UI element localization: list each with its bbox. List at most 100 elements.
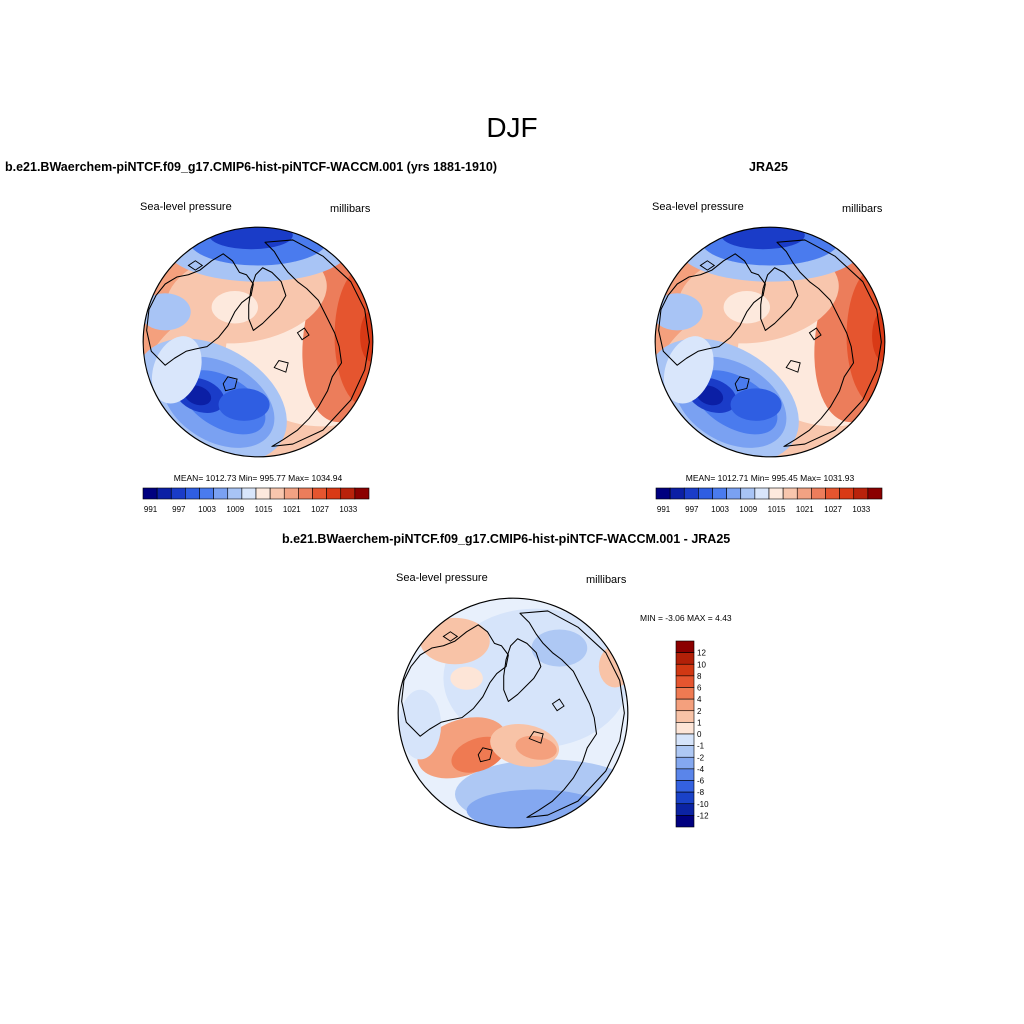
island-coastline: [808, 327, 822, 341]
coastline: [776, 239, 882, 447]
diff-colorbar-tick-label: 12: [697, 649, 706, 658]
obs-field-label: Sea-level pressure: [652, 201, 744, 213]
model-colorbar-swatch: [170, 487, 186, 500]
obs-colorbar-tick-label: 991: [657, 505, 671, 514]
model-colorbar-swatch: [213, 487, 229, 500]
diff-colorbar-swatch: [675, 768, 695, 781]
model-colorbar-swatch: [227, 487, 243, 500]
map-boundary-circle: [142, 226, 374, 458]
model-colorbar-swatch: [185, 487, 200, 500]
model-panel-title: b.e21.BWaerchem-piNTCF.f09_g17.CMIP6-his…: [5, 160, 498, 174]
diff-colorbar-tick-label: 10: [697, 660, 706, 669]
model-colorbar-swatch: [312, 487, 327, 500]
obs-colorbar-swatch: [740, 487, 756, 500]
pressure-contour-region: [515, 735, 557, 760]
diff-colorbar-tick-label: -4: [697, 765, 705, 774]
obs-colorbar-swatch: [698, 487, 713, 500]
diff-colorbar-swatch: [675, 710, 695, 723]
obs-colorbar-tick-label: 1009: [739, 505, 757, 514]
island-coastline: [551, 698, 565, 712]
model-colorbar-tick-label: 1003: [198, 505, 216, 514]
pressure-contour-region: [360, 310, 373, 362]
diff-colorbar-swatch: [675, 652, 695, 665]
island-coastline: [528, 731, 544, 744]
map-boundary-circle: [654, 226, 886, 458]
pressure-contour-region: [663, 336, 714, 404]
obs-colorbar-swatch: [825, 487, 840, 500]
model-colorbar-swatch: [269, 487, 285, 500]
model-colorbar-swatch: [241, 487, 257, 500]
model-colorbar-swatch: [326, 487, 342, 500]
obs-colorbar-tick-label: 1027: [824, 505, 842, 514]
pressure-contour-region: [721, 227, 805, 250]
obs-colorbar-swatch: [839, 487, 855, 500]
diff-colorbar-swatch: [675, 756, 695, 770]
coastline: [401, 624, 509, 737]
obs-colorbar-swatch: [796, 487, 812, 500]
obs-colorbar-swatch: [669, 487, 685, 500]
island-coastline: [296, 327, 310, 341]
obs-colorbar: 991 997 1003 1009 1015 1021 1027 1033: [655, 487, 883, 514]
pressure-contour-region: [531, 629, 588, 667]
diff-stats: MIN = -3.06 MAX = 4.43: [640, 613, 732, 623]
obs-colorbar-swatch: [811, 487, 826, 500]
model-colorbar-swatch: [354, 487, 370, 500]
coastline: [760, 267, 799, 331]
island-coastline: [187, 260, 204, 271]
diff-colorbar-swatch: [675, 733, 695, 746]
diff-colorbar-tick-label: -1: [697, 742, 705, 751]
diff-colorbar-tick-label: -8: [697, 788, 705, 797]
model-colorbar-tick-label: 1015: [255, 505, 273, 514]
obs-colorbar-swatch: [782, 487, 798, 500]
island-coastline: [273, 360, 289, 373]
obs-panel-title: JRA25: [749, 160, 788, 174]
diff-colorbar-tick-label: 2: [697, 707, 702, 716]
obs-colorbar-tick-label: 997: [685, 505, 699, 514]
diff-colorbar-swatch: [675, 663, 695, 677]
model-colorbar-tick-label: 991: [144, 505, 158, 514]
island-coastline: [222, 376, 238, 392]
pressure-contour-region: [209, 227, 293, 250]
pressure-contour-region: [450, 666, 483, 690]
island-coastline: [785, 360, 801, 373]
diff-units-label: millibars: [586, 574, 627, 586]
obs-colorbar-swatch: [754, 487, 770, 500]
pressure-contour-region: [151, 336, 202, 404]
model-polar-map: [142, 226, 374, 458]
obs-colorbar-tick-label: 1015: [768, 505, 786, 514]
model-colorbar-tick-label: 1033: [339, 505, 357, 514]
obs-colorbar-swatch: [853, 487, 869, 500]
model-colorbar-swatch: [142, 487, 158, 500]
obs-colorbar-swatch: [683, 487, 699, 500]
pressure-contour-region: [218, 388, 270, 421]
pressure-contour-region: [598, 645, 628, 688]
island-coastline: [699, 260, 716, 271]
diff-colorbar-tick-label: 8: [697, 672, 702, 681]
diff-colorbar-tick-label: 6: [697, 684, 702, 693]
model-colorbar-tick-label: 1021: [283, 505, 301, 514]
obs-colorbar-tick-label: 1003: [711, 505, 729, 514]
obs-colorbar-tick-label: 1033: [852, 505, 870, 514]
model-units-label: millibars: [330, 203, 371, 215]
diff-polar-map: [397, 597, 629, 829]
pressure-contour-region: [399, 689, 442, 760]
diff-colorbar-swatch: [675, 803, 695, 816]
diff-colorbar-tick-label: -12: [697, 811, 709, 820]
diff-colorbar-tick-label: 1: [697, 718, 702, 727]
diff-colorbar-swatch: [675, 640, 695, 653]
diff-colorbar-tick-label: 0: [697, 730, 702, 739]
figure-title: DJF: [486, 112, 538, 143]
obs-stats: MEAN= 1012.71 Min= 995.45 Max= 1031.93: [685, 473, 855, 483]
pressure-contour-region: [730, 388, 782, 421]
model-stats: MEAN= 1012.73 Min= 995.77 Max= 1034.94: [173, 473, 343, 483]
coastline: [658, 253, 766, 366]
model-colorbar-swatch: [156, 487, 172, 500]
obs-colorbar-swatch: [867, 487, 883, 500]
model-colorbar-tick-label: 1027: [311, 505, 329, 514]
coastline: [519, 610, 625, 818]
coastline: [248, 267, 287, 331]
obs-units-label: millibars: [842, 203, 883, 215]
model-field-label: Sea-level pressure: [140, 201, 232, 213]
diff-colorbar-swatch: [675, 780, 695, 793]
